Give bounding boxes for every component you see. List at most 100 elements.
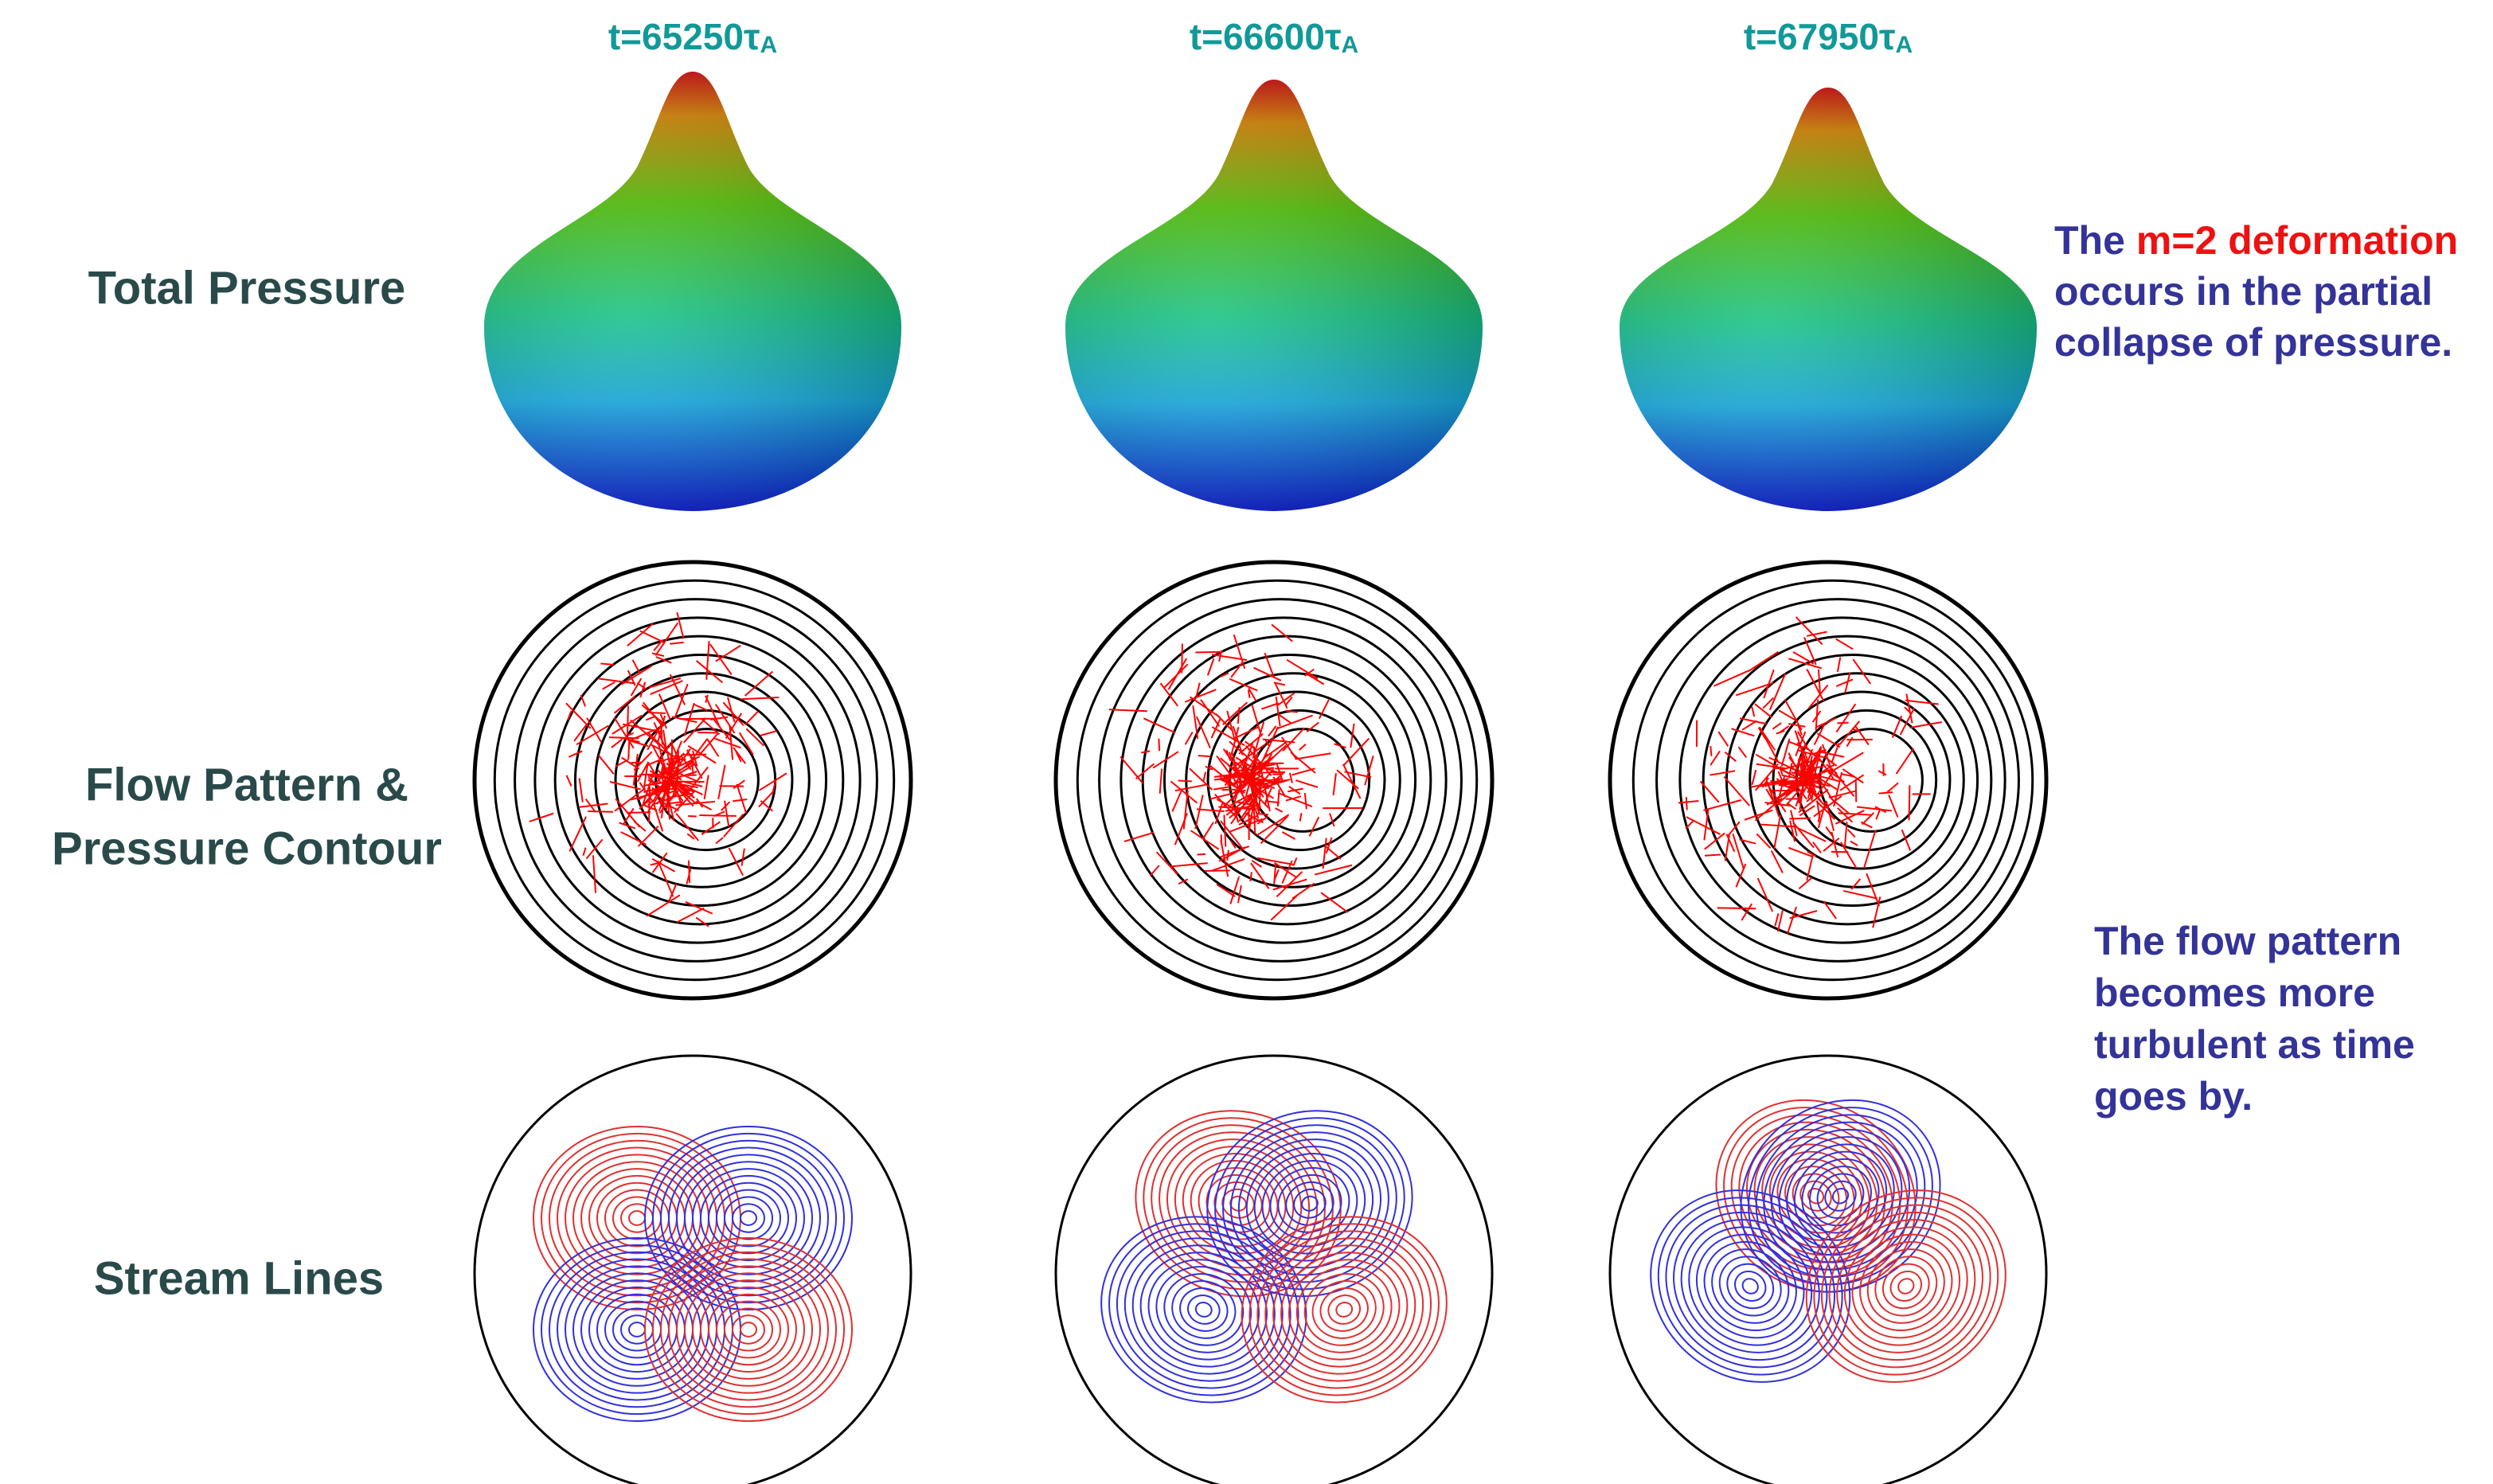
stream-line [677, 1154, 820, 1281]
flow-arrow [1170, 863, 1207, 866]
flow-arrow [686, 902, 713, 914]
stream-line [1853, 1234, 1959, 1338]
stream-line [1811, 1193, 2001, 1380]
flow-arrow [1327, 847, 1341, 859]
pressure-contour [1186, 674, 1401, 888]
flow-arrow [1343, 738, 1369, 765]
flow-arrow [1878, 771, 1886, 775]
flow-arrow [1836, 679, 1853, 686]
flow-arrow [1879, 792, 1893, 794]
flow-arrow [1261, 703, 1278, 709]
stream-line [685, 1273, 812, 1386]
flow-arrow [1760, 727, 1776, 750]
flow-arrow [623, 808, 634, 824]
flow-arrow [646, 717, 655, 721]
stream-line [733, 1315, 764, 1343]
flow-arrow [1223, 702, 1248, 724]
flow-arrow [1198, 854, 1206, 855]
flow-arrow [689, 861, 690, 883]
pressure-contour [555, 636, 843, 924]
flow-arrow [1157, 852, 1178, 874]
row-label: Total Pressure [88, 262, 406, 314]
flow-arrow [1203, 822, 1213, 838]
stream-line [709, 1183, 788, 1253]
flow-arrow [1725, 835, 1729, 861]
time: t=65250 [608, 16, 744, 57]
stream-line [629, 1322, 645, 1337]
flow-arrow [583, 848, 585, 856]
flow-arrow [1710, 746, 1711, 756]
flow-arrow [1143, 718, 1175, 732]
stream-line [677, 1266, 820, 1392]
flow-arrow [733, 780, 744, 788]
unit-sub: A [1341, 32, 1358, 58]
flow-arrow [1305, 793, 1307, 809]
stream-line [589, 1176, 685, 1260]
flow-arrow [1321, 892, 1348, 912]
note-line: turbulent as time [2094, 1022, 2415, 1067]
flow-arrow [1184, 791, 1188, 830]
note-highlight: m=2 deformation [2136, 218, 2458, 263]
flow-arrow [1816, 718, 1837, 728]
stream-line [1286, 1255, 1403, 1365]
flow-arrow [1836, 704, 1855, 732]
stream-line [740, 1322, 756, 1337]
flow-arrow [1841, 842, 1856, 868]
stream-line [1219, 1185, 1258, 1222]
flow-arrow [1160, 769, 1162, 794]
flow-arrow [677, 612, 683, 639]
flow-arrow [1279, 714, 1291, 723]
columns: t=65250τAt=66600τAt=67950τA [475, 16, 2046, 1484]
flow-arrow [1909, 722, 1941, 728]
flow-arrow [1190, 830, 1218, 849]
flow-arrow [675, 787, 676, 797]
flow-arrow [1195, 795, 1202, 829]
flow-arrow [1276, 808, 1283, 812]
flow-arrow [1160, 683, 1178, 706]
stream-line [1290, 1185, 1329, 1222]
flow-arrow [1866, 873, 1879, 906]
flow-arrow [1300, 813, 1302, 821]
flow-arrow [1739, 747, 1747, 757]
pressure-contour [475, 562, 911, 998]
flow-arrow [1265, 798, 1268, 806]
flow-arrow [1291, 752, 1315, 773]
pressure-shade [484, 72, 901, 511]
flow-arrow [718, 765, 725, 799]
flow-arrow [1836, 639, 1853, 649]
flow-arrow [1905, 701, 1939, 705]
pressure-shade [1065, 80, 1483, 511]
flow-arrow [1778, 910, 1783, 931]
flow-arrow [716, 838, 723, 843]
flow-arrow [1295, 753, 1331, 759]
stream-line [1209, 1176, 1267, 1231]
flow-arrow [647, 895, 680, 916]
flow-arrow [707, 739, 719, 757]
flow-arrow [1909, 785, 1910, 820]
flow-arrow [1334, 773, 1336, 795]
flow-arrow [1175, 784, 1207, 791]
stream-line [629, 1211, 645, 1225]
flow-arrow [688, 816, 697, 817]
stream-line [740, 1211, 756, 1225]
flow-arrow [1295, 780, 1318, 787]
flow-arrow [1178, 780, 1192, 781]
row-label: Flow Pattern & [85, 759, 408, 810]
flow-arrow [1124, 833, 1154, 842]
flow-arrow [1774, 815, 1780, 849]
flow-arrow [733, 748, 745, 763]
stream-line [1655, 1193, 1846, 1380]
flow-arrow [600, 663, 614, 665]
flow-arrow [701, 822, 720, 834]
flow-arrow [1276, 697, 1280, 726]
flow-arrow [1842, 769, 1863, 783]
flow-arrow [1237, 727, 1259, 737]
stream-line [733, 1204, 764, 1232]
flow-arrow [1252, 705, 1260, 735]
flow-arrow [1278, 789, 1280, 806]
stream-line [1184, 1291, 1223, 1328]
flow-arrow [1175, 813, 1187, 845]
unit-sub: A [1895, 32, 1913, 58]
flow-arrow [1224, 814, 1225, 846]
flow-arrow [1256, 814, 1268, 815]
